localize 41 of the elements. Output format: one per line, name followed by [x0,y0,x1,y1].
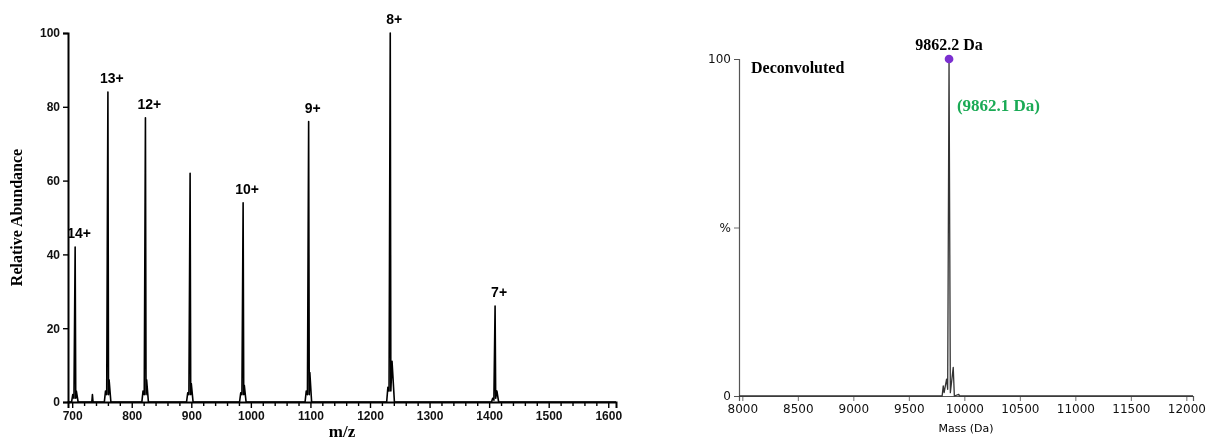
x-tick-label: 1200 [357,408,385,423]
x-axis-title: m/z [328,422,356,441]
x-tick-label: 900 [181,408,203,423]
x-axis-title: Mass (Da) [938,422,994,435]
x-tick-label: 1400 [476,408,504,423]
x-tick-label: 12000 [1167,401,1206,416]
x-tick-label: 8500 [783,401,814,416]
y-tick-label: % [719,220,731,235]
x-tick-label: 800 [122,408,143,423]
y-tick-label: 20 [46,321,61,336]
y-tick-label: 100 [708,52,731,67]
annotation: 9862.2 Da [915,36,983,53]
y-tick-label: 80 [46,100,61,115]
y-tick-label: 60 [46,173,61,188]
x-tick-label: 1600 [595,408,623,423]
y-tick-label: 100 [39,26,61,41]
annotation: 12+ [137,95,162,112]
x-tick-label: 8000 [727,401,759,416]
y-tick-label: 40 [46,247,61,262]
y-tick-label: 0 [53,395,61,410]
x-tick-label: 9500 [894,401,925,416]
x-tick-label: 1100 [297,408,325,423]
x-tick-label: 10000 [945,401,984,416]
annotation: (9862.1 Da) [956,96,1041,115]
y-tick-label: 0 [723,389,731,404]
annotation: Deconvoluted [751,59,845,76]
annotation: 10+ [235,180,259,197]
x-tick-label: 9000 [838,401,870,416]
x-tick-label: 1500 [535,408,563,423]
x-tick-label: 1000 [238,408,266,423]
y-axis-title: Relative Abundance [8,148,25,287]
annotation: 14+ [67,225,92,242]
annotation: 7+ [491,284,508,301]
annotation: 9+ [304,99,321,116]
annotation: 8+ [386,11,403,27]
x-tick-label: 11000 [1056,401,1095,416]
x-tick-label: 1300 [416,408,444,423]
x-tick-label: 10500 [1001,401,1040,416]
annotation: 13+ [100,70,124,87]
x-tick-label: 700 [62,408,83,423]
x-tick-label: 11500 [1112,401,1151,416]
